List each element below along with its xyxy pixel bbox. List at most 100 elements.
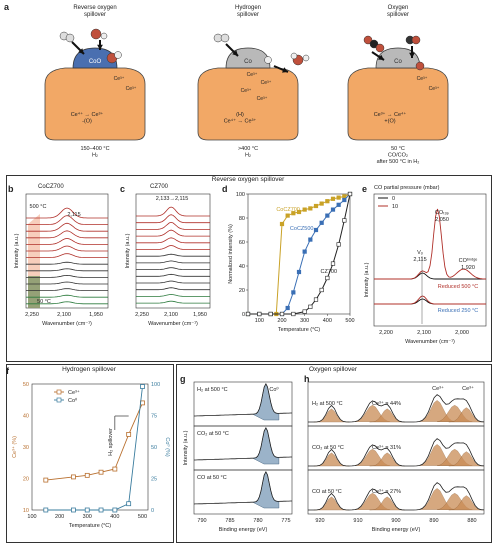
x-tick-label: 910 bbox=[353, 518, 362, 524]
atom-icon bbox=[220, 33, 230, 43]
y-tick-label: 40 bbox=[239, 264, 245, 270]
x-tick-label: 100 bbox=[27, 514, 36, 520]
x-tick-label: 890 bbox=[429, 518, 438, 524]
plot-frame bbox=[373, 193, 487, 327]
y-right-tick-label: 100 bbox=[151, 382, 160, 388]
reverse-spillover-box bbox=[6, 175, 492, 362]
condition-label: 150–400 °C bbox=[80, 146, 109, 152]
cobridge-annotation: COᵇʳᶦᵈᵍᵉ bbox=[459, 257, 478, 264]
y-axis-label: Intensity (a.u.) bbox=[14, 233, 20, 268]
temp-bottom-annotation: 50 °C bbox=[37, 299, 51, 305]
ce3-ion-label: Ce³⁺ bbox=[247, 72, 258, 78]
panel-e-label: e bbox=[362, 184, 368, 194]
hydrogen-spillover-box bbox=[6, 364, 174, 543]
x-axis-label: Wavenumber (cm⁻¹) bbox=[405, 339, 455, 345]
y-axis-label: Intensity (a.u.) bbox=[183, 430, 189, 465]
arrowhead-icon bbox=[97, 44, 103, 50]
reaction-label: Ce³⁺ → Ce⁴⁺ bbox=[374, 111, 407, 118]
particle-label: CoO bbox=[89, 59, 102, 65]
x-tick-label: 780 bbox=[253, 518, 262, 524]
h2-spillover-annotation: H₂ spillover bbox=[108, 428, 114, 456]
spectrum-line bbox=[26, 253, 108, 258]
ce3-percent-label: Ce³⁺ = 31% bbox=[372, 444, 401, 451]
reaction-label: -(O) bbox=[82, 119, 92, 125]
panel-h-label: h bbox=[304, 374, 310, 384]
scheme-title: Reverse oxygen bbox=[73, 5, 116, 11]
data-point bbox=[330, 196, 336, 201]
x-tick-label: 500 bbox=[138, 514, 147, 520]
data-point bbox=[319, 201, 324, 206]
x-tick-label: 400 bbox=[323, 318, 332, 324]
spectrum-line bbox=[26, 261, 108, 265]
series-label: CoCZ500 bbox=[290, 226, 314, 232]
spectrum-line bbox=[26, 230, 108, 239]
spectrum-line bbox=[136, 245, 210, 250]
vo-annotation-value: 2,115 bbox=[413, 257, 426, 263]
data-point bbox=[330, 261, 336, 266]
x-tick-label: 200 bbox=[55, 514, 64, 520]
panel-h: h H₂ at 500 °C Ce³⁺ = 44% CO₂ at 50 °C Ce³⁺… bbox=[302, 374, 489, 540]
spectrum-line bbox=[26, 222, 108, 232]
data-point bbox=[285, 213, 290, 218]
x-tick-label: 2,100 bbox=[417, 330, 431, 336]
legend-label: 0 bbox=[392, 196, 395, 202]
reaction-label: (H) bbox=[236, 112, 244, 118]
spectrum-line bbox=[26, 281, 108, 285]
ce3-annotation-2: Ce³⁺ bbox=[462, 385, 474, 392]
xps-spectrum bbox=[194, 382, 292, 417]
data-point bbox=[313, 203, 319, 209]
panel-d: d 0 20 40 60 80 100 100 200 300 400 500 Temperature… bbox=[222, 184, 357, 360]
y-axis-label: Intensity (a.u.) bbox=[125, 233, 131, 268]
atom-icon bbox=[114, 51, 122, 59]
data-point bbox=[313, 297, 319, 302]
arrowhead-icon bbox=[78, 48, 84, 54]
data-point bbox=[279, 311, 285, 317]
oxygen-spillover-header: Oxygen spillover bbox=[308, 366, 358, 373]
spectrum-line bbox=[136, 267, 210, 270]
y-axis-label: Ce³⁺ (%) bbox=[11, 436, 18, 458]
panel-b: b CoCZ700 500 °C 2,115 50 °C 2,250 2,100 1,95… bbox=[8, 184, 116, 360]
co0-fit-area bbox=[251, 471, 280, 509]
data-point bbox=[347, 191, 353, 197]
data-point bbox=[112, 466, 118, 472]
x-tick-label: 2,250 bbox=[135, 312, 149, 318]
data-point bbox=[257, 311, 262, 317]
y-tick-label: 20 bbox=[23, 477, 29, 483]
x-axis-label: Temperature (°C) bbox=[69, 523, 111, 529]
spectrum-line bbox=[26, 301, 108, 305]
condition-label: after 500 °C in H₂ bbox=[377, 159, 420, 165]
x-axis-label: Binding energy (eV) bbox=[372, 527, 421, 533]
panel-g-label: g bbox=[180, 374, 186, 384]
peak-annotation: 2,133→2,115 bbox=[156, 196, 189, 202]
atom-icon bbox=[100, 32, 108, 40]
data-point bbox=[325, 199, 330, 204]
scheme-title: spillover bbox=[387, 12, 409, 18]
condition-label: 50 °C bbox=[391, 146, 405, 152]
spectrum-line bbox=[26, 245, 108, 252]
y-tick-label: 80 bbox=[239, 216, 245, 222]
spectrum-line bbox=[136, 229, 210, 237]
x-tick-label: 2,200 bbox=[379, 330, 393, 336]
arrowhead-icon bbox=[232, 50, 238, 56]
x-axis-label: Wavenumber (cm⁻¹) bbox=[42, 321, 92, 327]
arrowhead-icon bbox=[409, 52, 415, 58]
spectrum-line bbox=[136, 280, 210, 284]
reduced-500-label: Reduced 500 °C bbox=[438, 284, 478, 290]
x-tick-label: 300 bbox=[300, 318, 309, 324]
y-tick-label: 60 bbox=[239, 240, 245, 246]
x-tick-label: 775 bbox=[281, 518, 290, 524]
x-tick-label: 1,950 bbox=[89, 312, 103, 318]
data-point bbox=[302, 207, 307, 212]
y-right-axis-label: Co⁰ (%) bbox=[164, 437, 170, 456]
atom-icon bbox=[302, 54, 310, 62]
data-point bbox=[291, 311, 296, 317]
spectrum-line bbox=[26, 215, 108, 225]
data-point bbox=[43, 507, 49, 513]
spectrum-line bbox=[26, 288, 108, 291]
data-point bbox=[291, 211, 296, 216]
x-tick-label: 920 bbox=[315, 518, 324, 524]
spectrum-line bbox=[136, 300, 210, 304]
y-tick-label: 0 bbox=[242, 312, 245, 318]
plot-frame bbox=[135, 193, 211, 309]
